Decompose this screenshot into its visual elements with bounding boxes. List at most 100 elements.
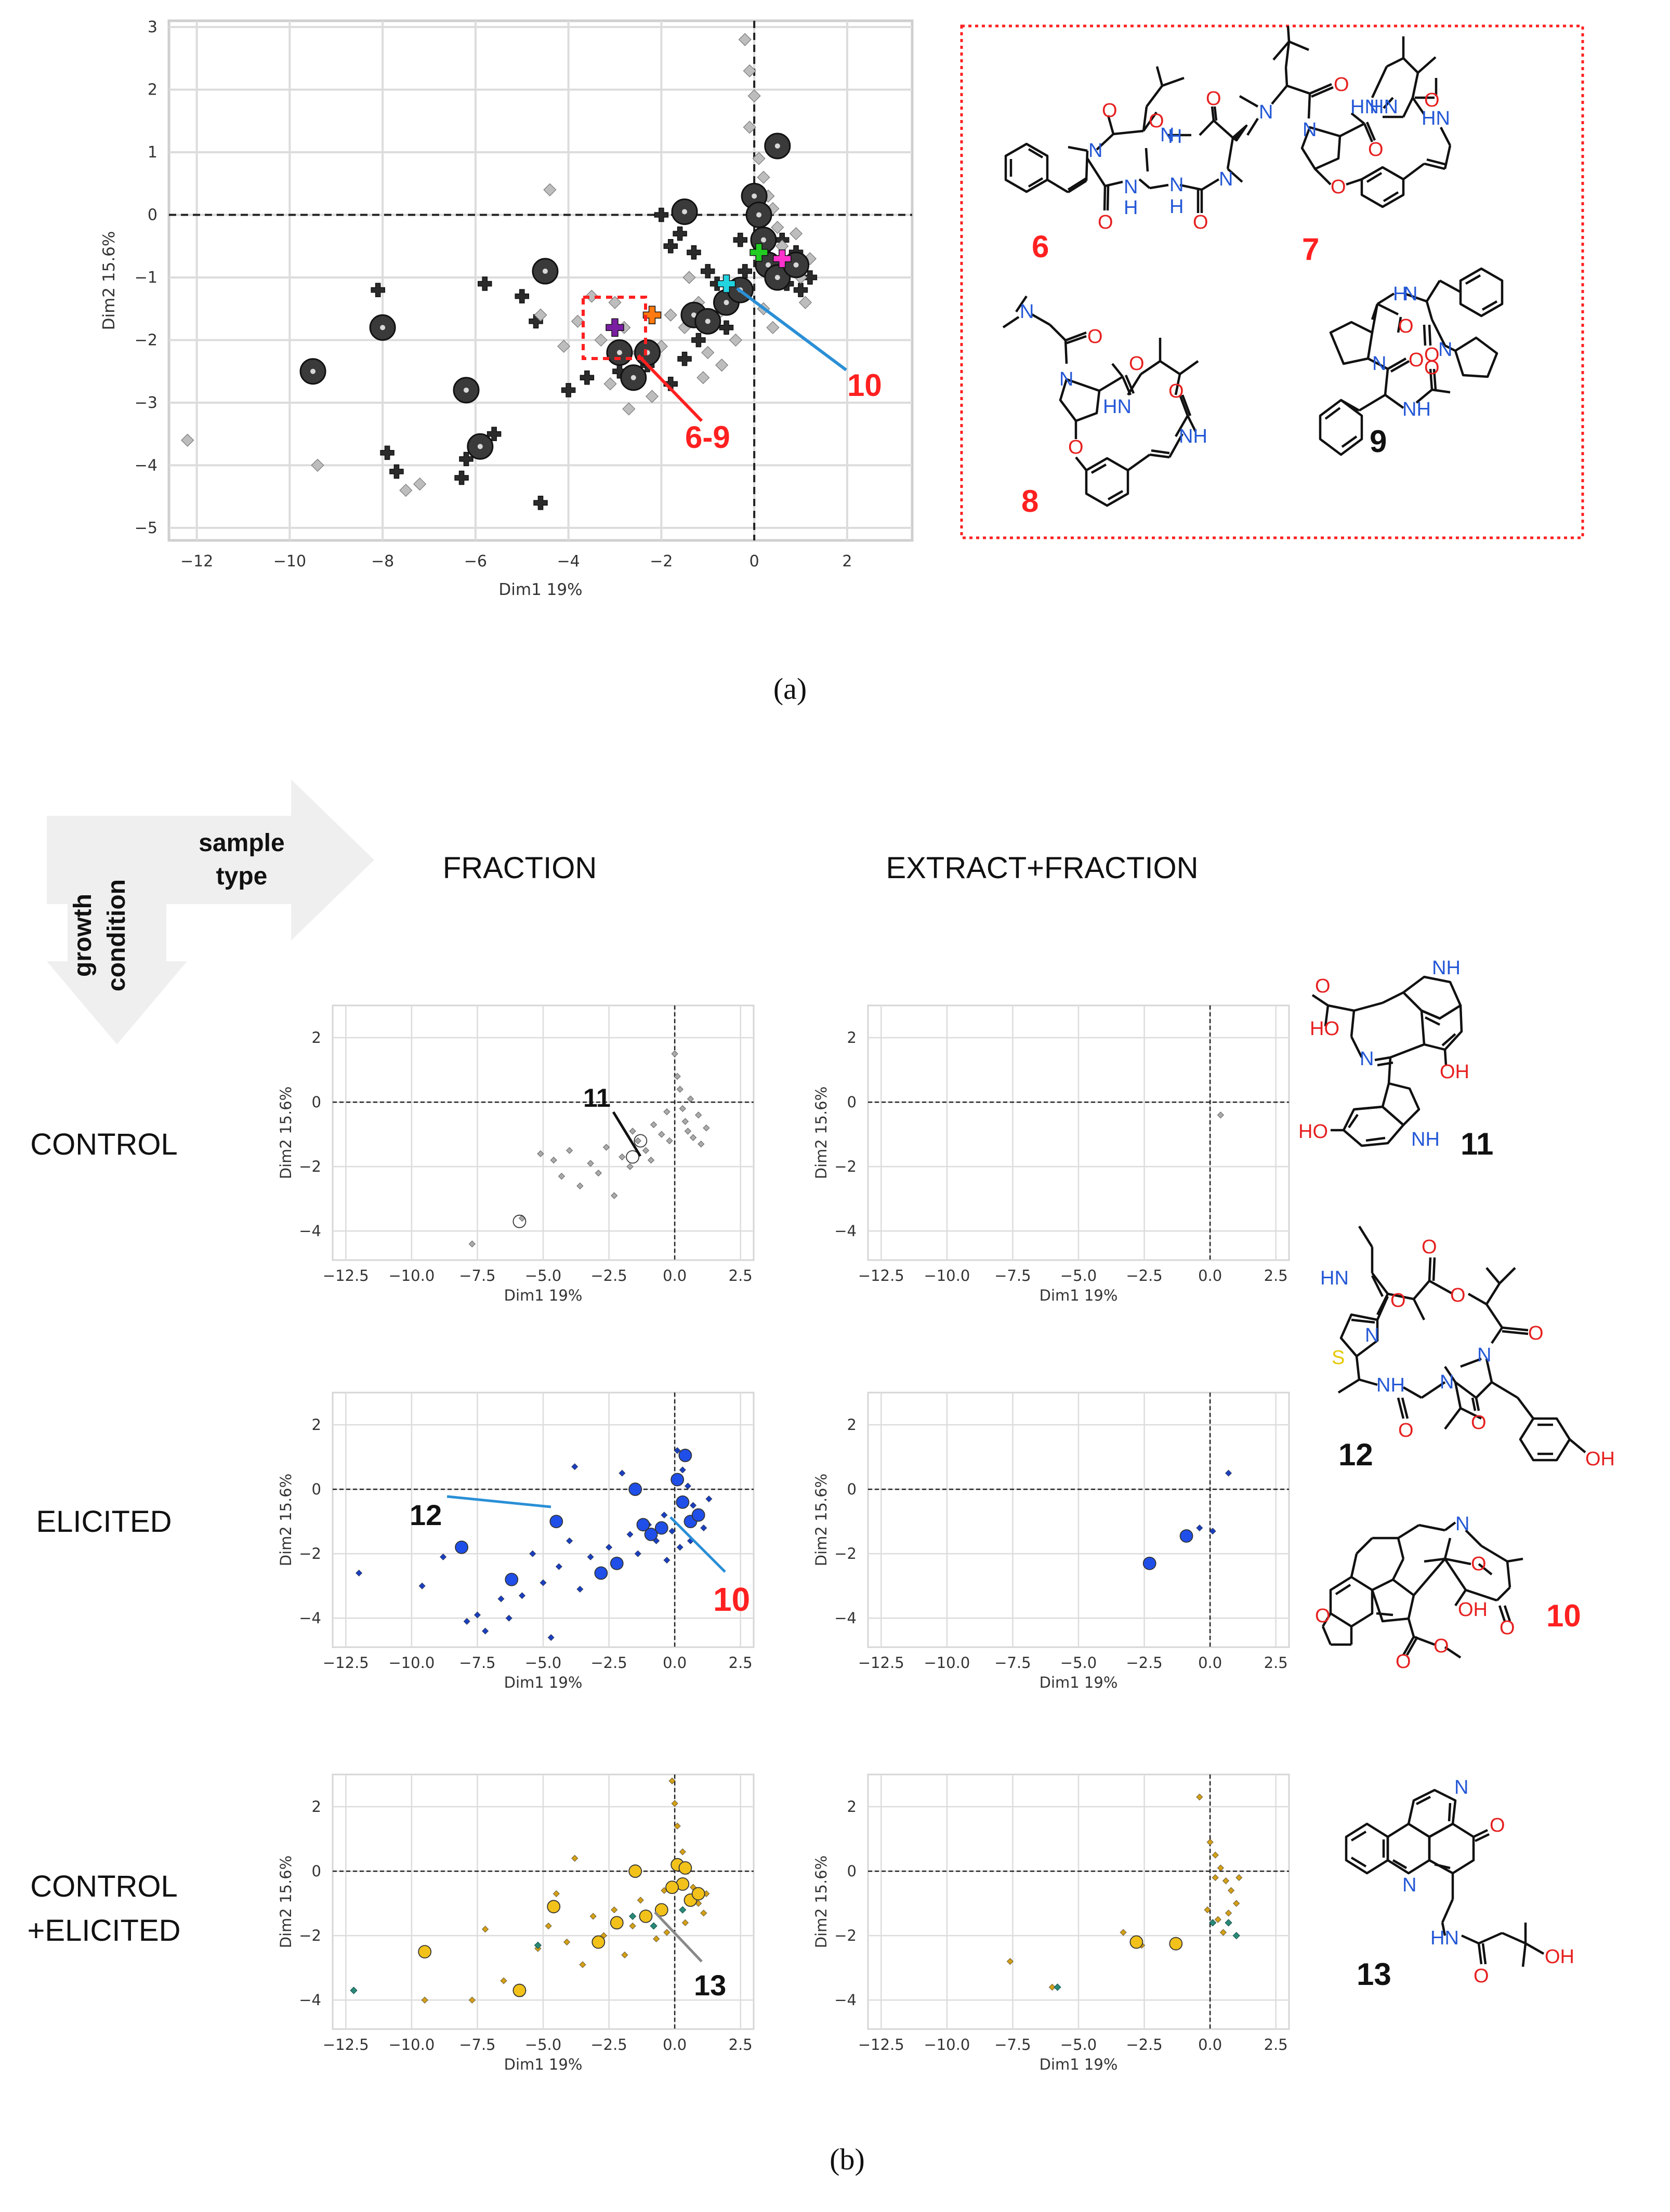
atom-o: O bbox=[1424, 344, 1440, 366]
scatter-plot-fraction-elicited: −12.5 −10.0 −7.5 −5.0 −2.5 0.0 2.5 −4 −2 0 2 Dim1 1… bbox=[277, 1392, 755, 1691]
data-point-circle bbox=[654, 1903, 668, 1917]
data-point bbox=[181, 433, 194, 447]
data-point bbox=[468, 1240, 476, 1248]
atom-o: O bbox=[1500, 1617, 1515, 1639]
data-point bbox=[589, 1913, 597, 1920]
y-tick-label: −2 bbox=[299, 1927, 321, 1944]
atom-o: O bbox=[1409, 349, 1424, 371]
data-point bbox=[1204, 1906, 1211, 1914]
y-tick-label: −4 bbox=[834, 1991, 857, 2009]
data-point-circle bbox=[691, 1887, 705, 1901]
y-tick-label: −4 bbox=[834, 1222, 857, 1240]
data-point bbox=[557, 339, 571, 353]
x-tick-label: 2.5 bbox=[1264, 2036, 1288, 2054]
data-point-center bbox=[464, 387, 469, 393]
pointer-10 bbox=[736, 287, 847, 372]
data-point-circle bbox=[505, 1572, 519, 1586]
x-tick-label: −7.5 bbox=[994, 1267, 1031, 1284]
structure-7-atoms: N O N HN O O HN HN O 7 bbox=[1259, 74, 1450, 267]
data-point bbox=[619, 1153, 626, 1161]
y-tick-label: −4 bbox=[135, 456, 157, 474]
y-tick-label: −2 bbox=[834, 1927, 857, 1944]
data-point bbox=[687, 1095, 694, 1103]
data-points bbox=[1217, 1111, 1225, 1119]
x-tick-label: −12.5 bbox=[858, 2036, 904, 2054]
y-axis-label: Dim2 15.6% bbox=[277, 1474, 295, 1566]
y-tick-label: 0 bbox=[148, 206, 157, 224]
data-point bbox=[733, 232, 748, 247]
growth-condition-label: growth bbox=[69, 894, 97, 977]
growth-condition-arrow bbox=[47, 816, 187, 1044]
x-tick-label: 2.5 bbox=[1264, 1654, 1288, 1672]
atom-n: N bbox=[1360, 1048, 1374, 1070]
data-points bbox=[350, 1777, 710, 2004]
data-point bbox=[798, 296, 812, 309]
x-tick-label: −5.0 bbox=[525, 2036, 561, 2054]
x-tick-label: −5.0 bbox=[525, 1267, 561, 1284]
data-point bbox=[587, 1553, 594, 1561]
data-point bbox=[752, 152, 766, 165]
data-point-center bbox=[477, 444, 483, 449]
data-point bbox=[738, 264, 752, 279]
atom-o: O bbox=[1390, 1290, 1406, 1312]
atom-n: N bbox=[1020, 301, 1034, 323]
data-point bbox=[790, 227, 803, 241]
data-point bbox=[674, 1447, 681, 1454]
compound-number-12: 12 bbox=[1338, 1437, 1373, 1472]
sample-type-label: type bbox=[216, 863, 268, 890]
x-tick-label: −12.5 bbox=[323, 1267, 369, 1284]
x-tick-label: 0.0 bbox=[1198, 1654, 1222, 1672]
data-point bbox=[691, 333, 706, 348]
data-point bbox=[701, 264, 715, 279]
data-point bbox=[355, 1569, 363, 1577]
y-tick-label: 2 bbox=[312, 1416, 321, 1434]
data-point bbox=[576, 1182, 584, 1190]
x-tick-label: −2.5 bbox=[590, 1654, 627, 1672]
data-point-circle bbox=[1179, 1529, 1193, 1543]
data-point bbox=[697, 1140, 705, 1148]
atom-o: O bbox=[1434, 1635, 1449, 1657]
data-point bbox=[1196, 1793, 1203, 1801]
data-point bbox=[671, 1050, 678, 1057]
data-point bbox=[1206, 1838, 1214, 1846]
atom-o: O bbox=[1396, 1651, 1411, 1673]
x-tick-label: 2.5 bbox=[1264, 1267, 1288, 1284]
data-point bbox=[677, 351, 692, 366]
atom-n: N bbox=[1403, 283, 1417, 305]
data-point bbox=[605, 1543, 613, 1551]
label-13: 13 bbox=[694, 1969, 726, 2002]
data-point-circle bbox=[1169, 1937, 1183, 1951]
atom-n: N bbox=[1455, 1513, 1469, 1535]
x-tick-label: 0.0 bbox=[1198, 1267, 1222, 1284]
data-point-circle bbox=[670, 1473, 685, 1487]
atom-o: O bbox=[1368, 139, 1384, 161]
atom-n: N bbox=[1440, 1371, 1454, 1393]
data-point bbox=[681, 1919, 689, 1927]
data-point bbox=[579, 1961, 586, 1968]
data-points bbox=[1006, 1793, 1243, 1991]
data-points bbox=[355, 1447, 713, 1641]
data-point-center bbox=[682, 209, 688, 215]
atom-o: O bbox=[1193, 211, 1208, 233]
data-point bbox=[481, 1627, 489, 1635]
y-tick-label: −2 bbox=[834, 1545, 857, 1562]
x-tick-label: −4 bbox=[557, 552, 580, 571]
data-point-center bbox=[752, 193, 757, 199]
x-tick-label: −5.0 bbox=[1060, 1267, 1097, 1284]
row-label-control-elicited: +ELICITED bbox=[28, 1914, 181, 1948]
atom-n: N bbox=[1088, 140, 1102, 162]
data-point bbox=[637, 1897, 645, 1904]
data-point bbox=[676, 1543, 684, 1551]
x-tick-label: −5.0 bbox=[1060, 2036, 1097, 2054]
atom-h: H bbox=[1124, 197, 1138, 219]
data-point bbox=[626, 1163, 634, 1170]
data-point bbox=[474, 1611, 481, 1619]
y-tick-label: −4 bbox=[299, 1991, 321, 2009]
data-point bbox=[771, 221, 784, 234]
x-tick-label: −10 bbox=[273, 552, 306, 571]
data-point-circle bbox=[512, 1214, 527, 1228]
data-point bbox=[529, 1550, 536, 1557]
data-point-circle bbox=[610, 1916, 624, 1930]
pointer-13 bbox=[654, 1911, 703, 1963]
